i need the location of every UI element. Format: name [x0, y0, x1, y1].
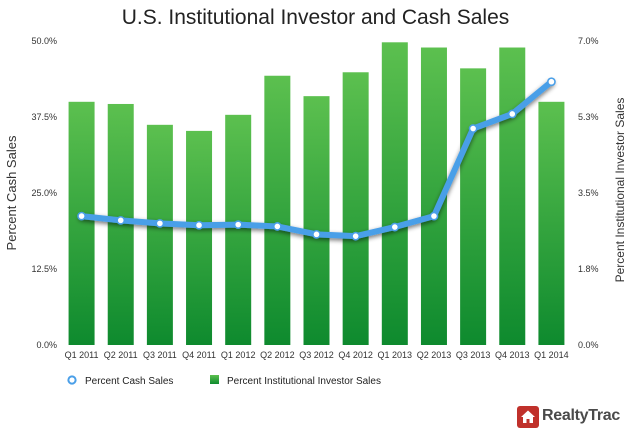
left-axis-ticks: 0.0% 12.5% 25.0% 37.5% 50.0% — [31, 36, 57, 350]
y2-tick-label: 7.0% — [578, 36, 599, 46]
bar — [225, 114, 252, 345]
y-tick-label: 25.0% — [31, 188, 57, 198]
bar — [146, 124, 173, 346]
legend-label-investor: Percent Institutional Investor Sales — [227, 376, 381, 387]
line-point — [547, 77, 556, 87]
x-tick-label: Q1 2012 — [221, 350, 256, 360]
y-axis-label: Percent Cash Sales — [4, 135, 19, 250]
x-tick-label: Q3 2013 — [456, 350, 491, 360]
y2-tick-label: 5.3% — [578, 112, 599, 122]
line-point — [429, 211, 439, 221]
bar — [303, 96, 330, 345]
line-point — [233, 220, 243, 230]
x-tick-label: Q1 2013 — [378, 350, 413, 360]
y-tick-label: 37.5% — [31, 112, 57, 122]
x-tick-label: Q4 2011 — [182, 350, 216, 360]
y2-axis-label: Percent Institutional Investor Sales — [613, 98, 627, 283]
bar — [381, 42, 408, 345]
x-tick-label: Q3 2012 — [299, 350, 334, 360]
bar — [460, 68, 487, 346]
x-tick-label: Q1 2014 — [534, 350, 569, 360]
y2-tick-label: 1.8% — [578, 264, 599, 274]
line-point — [312, 229, 321, 239]
legend: Percent Cash Sales Percent Institutional… — [67, 375, 381, 387]
bar — [186, 130, 213, 345]
bar — [499, 47, 526, 346]
x-tick-label: Q2 2012 — [260, 350, 295, 360]
x-axis-ticks: Q1 2011 Q2 2011 Q3 2011 Q4 2011 Q1 2012 Q2 20… — [65, 350, 569, 360]
x-tick-label: Q2 2013 — [417, 350, 452, 360]
y-tick-label: 12.5% — [31, 264, 57, 274]
x-tick-label: Q4 2012 — [338, 350, 373, 360]
line-point — [390, 222, 400, 232]
line-point — [116, 215, 126, 225]
right-axis-ticks: 0.0% 1.8% 3.5% 5.3% 7.0% — [578, 36, 599, 350]
line-point — [351, 231, 361, 241]
x-tick-label: Q2 2011 — [104, 350, 138, 360]
y2-tick-label: 3.5% — [578, 188, 599, 198]
bar — [68, 101, 95, 345]
line-point — [155, 218, 165, 228]
line-point — [272, 222, 282, 231]
realtytrac-logo: RealtyTrac — [516, 405, 622, 429]
x-tick-label: Q1 2011 — [65, 350, 99, 360]
line-series — [77, 77, 556, 241]
chart-title: U.S. Institutional Investor and Cash Sal… — [121, 6, 510, 29]
logo-text: RealtyTrac — [542, 407, 620, 424]
bar — [538, 101, 565, 345]
house-icon — [517, 406, 539, 428]
bar — [342, 72, 369, 346]
line-point — [507, 109, 517, 119]
y2-tick-label: 0.0% — [578, 340, 599, 350]
line-point — [468, 124, 478, 133]
y-tick-label: 0.0% — [36, 340, 57, 350]
y-tick-label: 50.0% — [31, 36, 57, 46]
legend-marker-investor — [210, 375, 219, 384]
line-point — [194, 220, 204, 230]
bar-series — [68, 42, 565, 346]
line-point — [77, 211, 86, 221]
bar — [264, 75, 291, 345]
legend-label-cash: Percent Cash Sales — [85, 376, 173, 387]
x-tick-label: Q3 2011 — [143, 350, 177, 360]
legend-marker-cash — [67, 375, 77, 385]
x-tick-label: Q4 2013 — [495, 350, 530, 360]
